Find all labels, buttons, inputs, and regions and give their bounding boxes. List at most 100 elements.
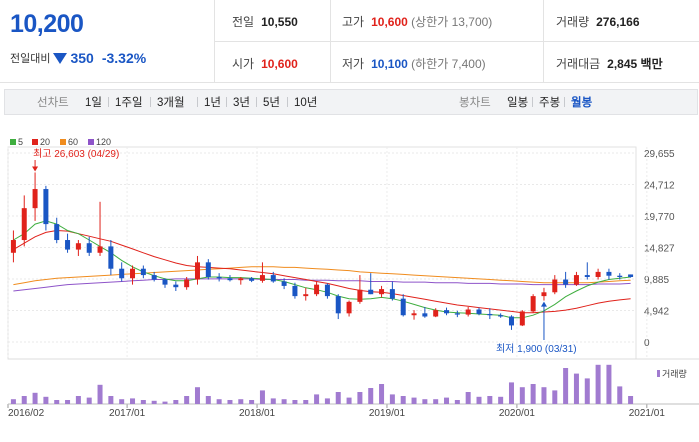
candle-body — [75, 243, 81, 250]
tab-3y[interactable]: 3년 — [233, 97, 250, 109]
candle-body — [97, 246, 103, 253]
volume-bar — [346, 397, 352, 404]
volume-bar — [368, 388, 374, 404]
tab-1w[interactable]: 1주일 — [115, 97, 143, 109]
tab-1y[interactable]: 1년 — [204, 97, 221, 109]
candle-body — [216, 276, 222, 279]
candle-body — [530, 296, 536, 312]
ma60-line — [13, 266, 631, 286]
tab-1d[interactable]: 1일 — [85, 97, 102, 109]
candle-body — [119, 268, 125, 279]
candle-body — [86, 243, 92, 253]
y-tick-label: 24,712 — [644, 181, 675, 192]
volume-bar — [314, 394, 320, 404]
candle-body — [606, 271, 612, 276]
x-tick-label: 2020/01 — [499, 408, 536, 419]
volume-bar — [270, 398, 276, 404]
candle-body — [411, 313, 417, 316]
volume-bar — [454, 400, 460, 404]
candle-body — [552, 279, 558, 293]
tab-daily[interactable]: 일봉 — [507, 97, 529, 109]
volume-bar — [216, 399, 222, 404]
legend-entry: 60 — [68, 137, 78, 147]
legend-swatch — [60, 139, 66, 145]
candle-body — [184, 279, 190, 288]
divider — [215, 41, 699, 42]
down-triangle-icon — [53, 52, 68, 64]
candle-body — [162, 279, 168, 285]
volume-legend-swatch — [657, 370, 660, 377]
volume-bar — [563, 368, 569, 404]
candle-body — [628, 274, 634, 277]
volume-bar — [541, 387, 547, 404]
volume-bar — [552, 390, 558, 404]
candle-body — [573, 275, 579, 285]
tab-10y[interactable]: 10년 — [294, 97, 318, 109]
current-price: 10,200 — [10, 10, 84, 38]
volume-bar — [519, 387, 525, 404]
change-label: 전일대비 — [10, 53, 51, 65]
candle-body — [173, 284, 179, 288]
tab-3m[interactable]: 3개월 — [157, 97, 185, 109]
x-tick-label: 2016/02 — [8, 408, 45, 419]
volume-bar — [108, 396, 114, 404]
candle-body — [444, 310, 450, 314]
x-tick-label: 2018/01 — [239, 408, 276, 419]
volume-bar — [476, 396, 482, 404]
volume-bar — [119, 399, 125, 404]
volume-bar — [130, 398, 136, 404]
volume-bar — [628, 396, 634, 404]
candle-body — [238, 278, 244, 281]
volume-bar — [595, 364, 601, 404]
candle-body — [379, 289, 385, 295]
volume-bar — [400, 396, 406, 404]
volume-bar — [303, 400, 309, 404]
tab-divider — [256, 97, 257, 107]
volume-bar — [508, 382, 514, 404]
change-amount: 350 — [70, 50, 94, 66]
candle-body — [346, 301, 352, 314]
candle-body — [54, 224, 60, 241]
volume-bar — [140, 400, 146, 404]
volume-bar — [32, 392, 38, 404]
volume-bar — [259, 390, 265, 404]
chart-period-tabs: 선차트 1일 1주일 3개월 1년 3년 5년 10년 봉차트 일봉 주봉 월봉 — [4, 89, 698, 115]
candle-body — [281, 281, 287, 286]
candle-body — [368, 289, 374, 295]
volume-bar — [86, 397, 92, 404]
volume-bar — [324, 398, 330, 404]
candle-body — [140, 268, 146, 276]
candle-body — [465, 309, 471, 315]
y-tick-label: 4,942 — [644, 307, 669, 318]
tab-5y[interactable]: 5년 — [263, 97, 280, 109]
volume-bar — [465, 392, 471, 404]
volume-bar — [606, 364, 612, 404]
stat-prev-close: 전일 10,550 — [232, 15, 298, 29]
stat-high: 고가 10,600 (상한가 13,700) — [342, 15, 493, 29]
volume-bar — [573, 373, 579, 404]
tab-weekly[interactable]: 주봉 — [539, 97, 561, 109]
legend-entry: 5 — [18, 137, 23, 147]
tab-divider — [197, 97, 198, 107]
volume-bar — [292, 400, 298, 404]
candle-body — [292, 285, 298, 297]
ma5-line — [13, 220, 631, 319]
volume-label: 거래량 — [662, 368, 687, 379]
candle-body — [10, 240, 16, 253]
stat-volume: 거래량 276,166 — [556, 15, 640, 29]
y-tick-label: 19,770 — [644, 212, 675, 223]
tab-divider — [532, 97, 533, 107]
candle-body — [65, 240, 71, 250]
volume-bar — [487, 396, 493, 404]
stat-turnover: 거래대금 2,845 백만 — [556, 57, 663, 71]
up-arrow-icon — [540, 301, 547, 307]
tab-monthly[interactable]: 월봉 — [571, 97, 593, 109]
candle-body — [249, 278, 255, 281]
candle-body — [389, 289, 395, 299]
volume-bar — [389, 394, 395, 404]
price-change: 전일대비 350 -3.32% — [10, 50, 146, 66]
candle-body — [32, 189, 38, 209]
y-tick-label: 14,827 — [644, 244, 675, 255]
candle-body — [563, 279, 569, 285]
volume-bar — [249, 400, 255, 404]
